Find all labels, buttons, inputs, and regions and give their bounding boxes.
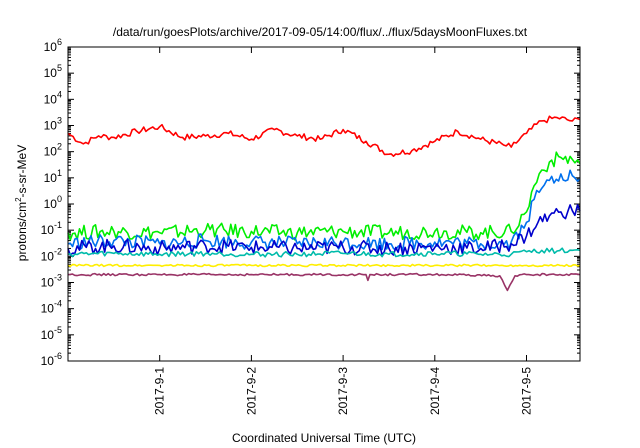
y-tick-label-8: 102 [44, 142, 62, 159]
y-tick-label-1: 10-5 [41, 325, 62, 342]
series-line-6 [67, 272, 581, 292]
series-group [67, 115, 581, 292]
y-tick-label-4: 10-2 [41, 246, 62, 263]
y-tick-label-6: 100 [44, 194, 62, 211]
series-line-2 [67, 169, 581, 252]
y-tick-label-0: 10-6 [41, 351, 62, 368]
series-line-1 [67, 151, 581, 241]
y-tick-label-10: 104 [44, 89, 62, 106]
y-axis-label-suffix: -s-sr-MeV [15, 145, 29, 198]
y-axis-label-sup: 2 [14, 197, 23, 202]
y-tick-label-3: 10-3 [41, 273, 62, 290]
series-line-4 [67, 247, 581, 258]
plot-area-frame [67, 46, 581, 362]
y-axis: 10-6 10-5 10-4 10-3 10-2 10-1 100 101 102 103 104 1… [41, 37, 580, 368]
x-tick-label-0: 2017-9-1 [153, 367, 167, 415]
y-axis-label: protons/cm2-s-sr-MeV [14, 145, 29, 261]
x-tick-label-3: 2017-9-4 [428, 367, 442, 415]
series-line-5 [67, 263, 581, 268]
x-axis: 2017-9-1 2017-9-2 2017-9-3 2017-9-4 2017-9-5 [153, 47, 534, 415]
y-axis-label-prefix: protons/cm [15, 202, 29, 261]
y-tick-label-12: 106 [44, 37, 62, 54]
x-tick-label-1: 2017-9-2 [244, 367, 258, 415]
y-tick-label-9: 103 [44, 116, 62, 133]
y-tick-label-7: 101 [44, 168, 62, 185]
chart-title: /data/run/goesPlots/archive/2017-09-05/1… [113, 25, 528, 39]
x-axis-label: Coordinated Universal Time (UTC) [232, 431, 416, 445]
series-line-0 [67, 115, 581, 157]
x-tick-label-4: 2017-9-5 [520, 367, 534, 415]
y-tick-label-2: 10-4 [41, 299, 62, 316]
y-tick-label-5: 10-1 [41, 220, 62, 237]
x-tick-label-2: 2017-9-3 [336, 367, 350, 415]
y-tick-label-11: 105 [44, 63, 62, 80]
